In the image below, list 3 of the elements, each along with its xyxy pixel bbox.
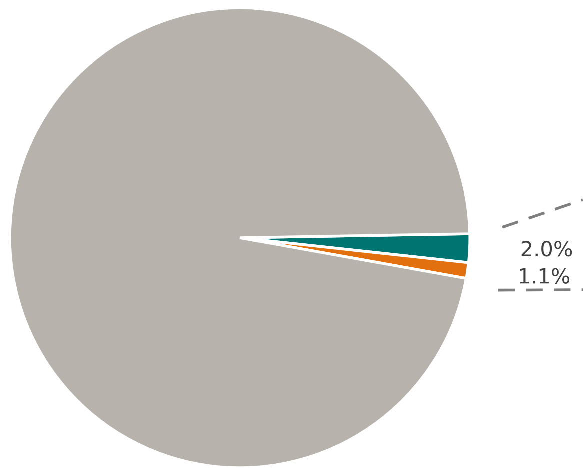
data-label: 1.1% <box>520 268 570 284</box>
data-label: 2.0% <box>522 241 572 257</box>
pie-slice <box>8 6 472 469</box>
